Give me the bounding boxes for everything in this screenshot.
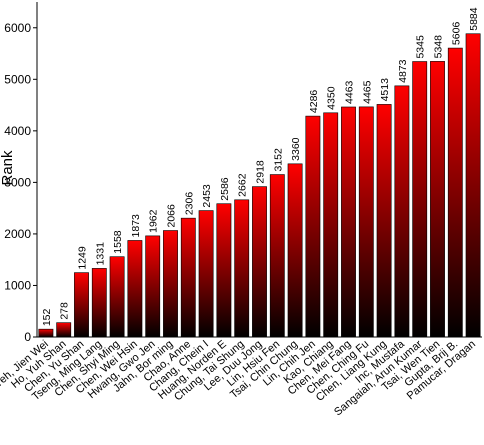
value-label: 1873: [130, 214, 142, 238]
bar: [198, 210, 214, 338]
bar: [163, 230, 178, 338]
value-label: 3360: [290, 137, 302, 161]
y-axis-label: Rank: [0, 150, 16, 186]
bar: [91, 268, 107, 338]
y-tick-label: 5000: [4, 72, 31, 86]
value-label: 1331: [94, 242, 106, 266]
value-label: 2306: [183, 192, 195, 216]
bar: [287, 163, 303, 338]
value-label: 2453: [201, 184, 213, 208]
value-label: 3152: [272, 148, 284, 172]
value-label: 1249: [77, 246, 89, 270]
value-label: 4286: [308, 90, 320, 114]
bar: [305, 115, 321, 338]
bar: [358, 106, 374, 338]
y-tick-label: 3000: [4, 175, 31, 189]
y-tick-label: 0: [24, 330, 31, 344]
value-label: 2918: [255, 160, 267, 184]
bar: [447, 47, 463, 338]
value-label: 4513: [379, 78, 391, 102]
value-label: 152: [41, 308, 53, 326]
bar: [109, 256, 125, 338]
value-label: 5606: [450, 22, 462, 46]
value-label: 5348: [433, 35, 445, 59]
value-label: 4873: [397, 59, 409, 83]
value-label: 5884: [468, 7, 480, 31]
y-tick-label: 1000: [4, 278, 31, 292]
value-label: 2066: [166, 204, 178, 228]
bar: [252, 186, 267, 338]
bar: [234, 199, 250, 338]
bar: [323, 112, 339, 338]
bar: [341, 106, 356, 338]
bar: [269, 174, 285, 338]
bar: [56, 322, 72, 338]
bar: [180, 217, 196, 338]
value-label: 4463: [344, 80, 356, 104]
bar: [127, 240, 143, 338]
y-tick-label: 4000: [4, 124, 31, 138]
bar: [74, 272, 89, 338]
bar: [38, 328, 54, 338]
bar: [145, 235, 161, 338]
bar: [216, 203, 232, 338]
value-label: 1962: [148, 209, 160, 233]
bar: [430, 61, 445, 338]
value-label: 5345: [415, 35, 427, 59]
value-label: 2662: [237, 173, 249, 197]
bar: [394, 85, 410, 338]
value-label: 4350: [326, 86, 338, 110]
value-label: 2586: [219, 177, 231, 201]
bar: [412, 61, 428, 338]
value-label: 4465: [361, 80, 373, 104]
y-tick-label: 6000: [4, 21, 31, 35]
value-label: 278: [59, 302, 71, 320]
bar: [465, 33, 481, 338]
y-tick-label: 2000: [4, 227, 31, 241]
bar: [376, 104, 392, 338]
value-label: 1558: [112, 230, 124, 254]
